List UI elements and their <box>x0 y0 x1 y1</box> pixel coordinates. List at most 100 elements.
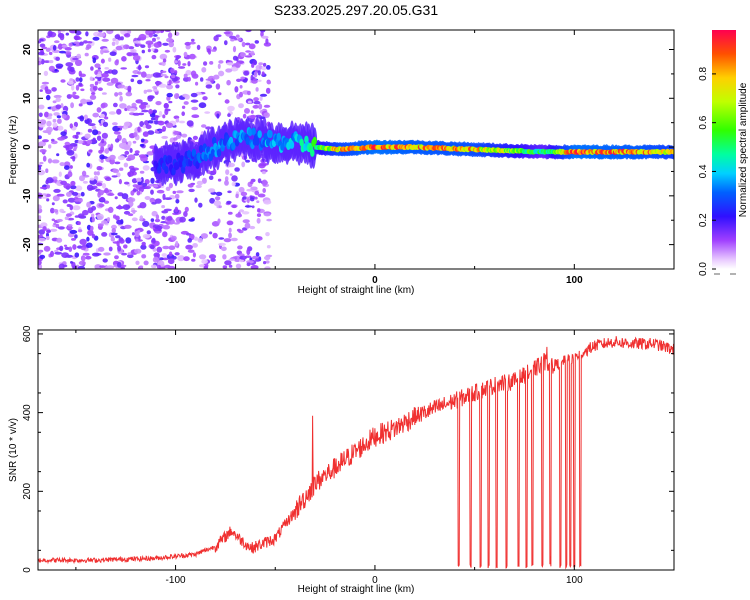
noise-blob <box>99 113 105 119</box>
noise-blob <box>96 107 102 113</box>
noise-blob <box>183 211 188 217</box>
noise-blob <box>69 30 77 34</box>
noise-blob <box>64 51 72 55</box>
y-tick-label: 0 <box>22 567 33 573</box>
noise-blob <box>120 266 125 269</box>
noise-blob <box>162 224 171 230</box>
noise-blob <box>151 202 157 205</box>
noise-blob <box>77 140 84 144</box>
signal-core <box>210 148 216 157</box>
noise-blob <box>120 219 124 225</box>
noise-blob <box>57 125 64 131</box>
noise-blob <box>184 206 189 213</box>
noise-blob <box>266 245 271 249</box>
colorbar-tick-label: 0.6 <box>698 115 709 129</box>
noise-blob <box>133 40 141 44</box>
noise-blob <box>51 218 55 222</box>
noise-blob <box>75 84 80 91</box>
noise-blob <box>259 30 266 33</box>
noise-blob <box>152 256 159 263</box>
noise-blob <box>112 37 116 42</box>
noise-blob <box>86 139 93 144</box>
noise-blob <box>178 66 186 69</box>
noise-blob <box>106 265 115 269</box>
noise-blob <box>127 254 134 259</box>
signal-core <box>671 149 674 155</box>
noise-blob <box>139 170 145 174</box>
noise-blob <box>205 84 213 89</box>
noise-blob <box>38 119 41 122</box>
noise-blob <box>96 213 104 221</box>
noise-blob <box>48 51 53 56</box>
noise-blob <box>123 44 130 50</box>
noise-blob <box>58 263 65 269</box>
noise-blob <box>74 134 79 139</box>
noise-blob <box>129 148 133 153</box>
noise-blob <box>263 261 267 265</box>
noise-blob <box>39 149 47 153</box>
noise-blob <box>131 217 138 222</box>
snr-frame <box>37 329 675 571</box>
noise-blob <box>247 100 252 104</box>
snr-panel: 0 200 400 600 -100 0 100 Height of straight l… <box>8 325 675 595</box>
noise-blob <box>39 161 44 165</box>
noise-blob <box>241 41 246 48</box>
noise-blob <box>176 190 184 194</box>
noise-blob <box>144 179 150 185</box>
noise-blob <box>101 232 108 237</box>
noise-blob <box>183 101 189 105</box>
noise-blob <box>239 85 243 89</box>
noise-blob <box>238 209 245 213</box>
noise-blob <box>131 232 135 236</box>
noise-blob <box>112 168 120 174</box>
noise-blob <box>218 205 222 209</box>
noise-blob <box>59 245 64 252</box>
noise-blob <box>50 207 55 214</box>
noise-blob <box>205 126 212 130</box>
noise-blob <box>91 92 96 95</box>
noise-blob <box>88 123 96 127</box>
noise-blob <box>149 197 156 203</box>
y-tick-label: 0 <box>22 144 33 150</box>
colorbar-gradient <box>712 30 736 269</box>
noise-blob <box>91 205 97 211</box>
noise-blob <box>82 252 90 256</box>
noise-blob <box>159 257 164 261</box>
signal-core <box>228 136 234 145</box>
noise-blob <box>51 159 60 164</box>
noise-blob <box>224 180 229 186</box>
noise-blob <box>123 244 128 249</box>
noise-blob <box>158 110 163 118</box>
noise-blob <box>57 226 65 230</box>
x-tick-label: 100 <box>566 275 583 286</box>
noise-blob <box>142 233 151 239</box>
noise-blob <box>76 53 82 59</box>
noise-blob <box>175 240 179 247</box>
noise-blob <box>127 197 136 203</box>
noise-blob <box>113 214 117 219</box>
noise-blob <box>185 244 193 250</box>
x-tick-label: -100 <box>166 275 186 286</box>
noise-blob <box>204 111 211 114</box>
noise-blob <box>261 179 268 186</box>
noise-blob <box>133 153 140 156</box>
noise-blob <box>104 148 110 154</box>
noise-blob <box>89 83 95 88</box>
signal-core <box>265 138 271 147</box>
noise-blob <box>49 228 58 232</box>
noise-blob <box>156 189 165 194</box>
noise-blob <box>111 224 117 230</box>
noise-blob <box>152 37 156 42</box>
noise-blob <box>105 177 112 181</box>
noise-blob <box>256 236 263 241</box>
noise-blob <box>135 238 139 242</box>
noise-blob <box>79 77 83 83</box>
noise-blob <box>184 94 190 100</box>
noise-blob <box>67 197 76 203</box>
noise-blob <box>93 171 98 176</box>
noise-blob <box>111 41 116 46</box>
noise-blob <box>65 213 72 217</box>
noise-blob <box>67 80 74 85</box>
noise-blob <box>162 193 166 200</box>
noise-blob <box>123 144 131 151</box>
